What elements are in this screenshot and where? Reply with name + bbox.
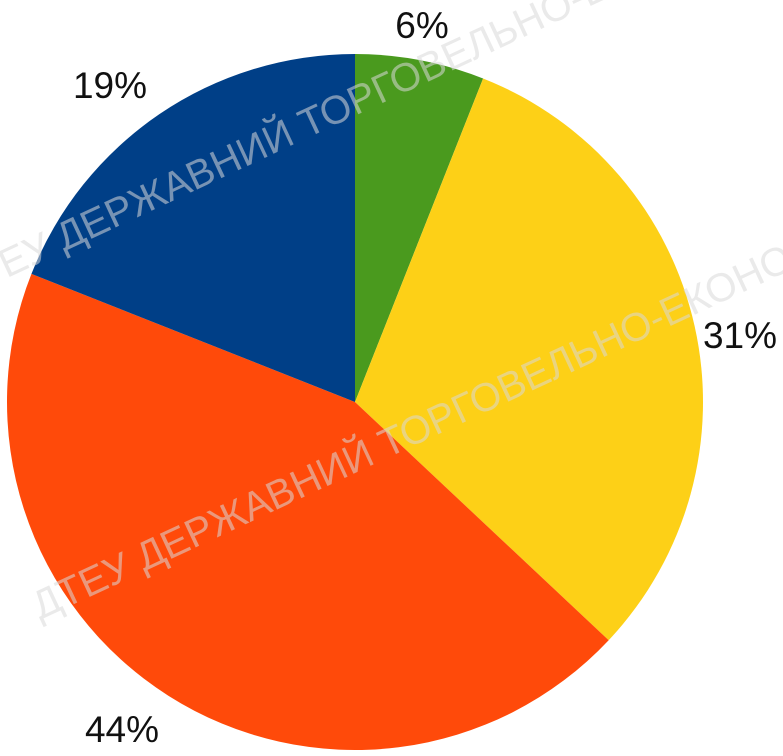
slice-label-19: 19%	[73, 65, 147, 106]
pie-slice-6	[355, 54, 484, 402]
slice-label-31: 31%	[703, 315, 777, 356]
pie-slice-19	[31, 53, 356, 402]
slice-label-6: 6%	[395, 5, 448, 46]
slice-label-44: 44%	[85, 709, 159, 750]
pie-slice-31	[355, 78, 703, 641]
pie-slice-44	[6, 273, 609, 751]
data-labels: 6% 31% 44% 19%	[73, 5, 777, 750]
pie-slices	[6, 53, 703, 751]
